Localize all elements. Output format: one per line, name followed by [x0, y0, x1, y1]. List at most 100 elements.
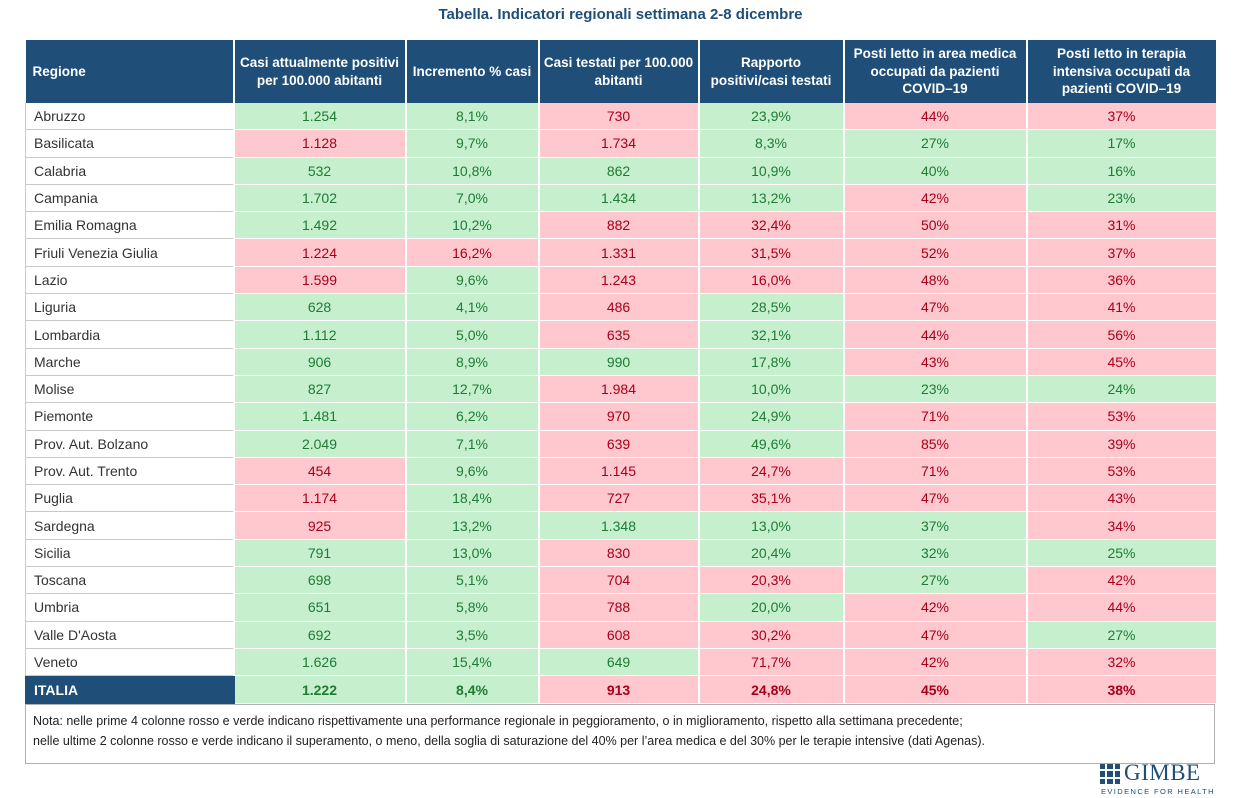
table-title: Tabella. Indicatori regionali settimana …: [438, 6, 803, 23]
indicator-cell: 52%: [843, 238, 1028, 267]
region-name: Sicilia: [25, 539, 235, 568]
table-row: Basilicata 1.128 9,7% 1.734 8,3% 27% 17%: [25, 129, 1216, 158]
indicator-cell: 1.492: [233, 211, 407, 240]
region-name: Valle D'Aosta: [25, 621, 235, 649]
table-row: Sardegna 925 13,2% 1.348 13,0% 37% 34%: [25, 511, 1216, 540]
indicator-cell: 37%: [1026, 238, 1216, 267]
indicator-cell: 698: [233, 566, 407, 595]
indicator-cell: 486: [538, 293, 700, 322]
table-row: Prov. Aut. Bolzano 2.049 7,1% 639 49,6% 85% 39…: [25, 430, 1216, 458]
indicator-cell: 608: [538, 621, 700, 649]
indicator-cell: 1.145: [538, 457, 700, 486]
region-name: Friuli Venezia Giulia: [25, 238, 235, 267]
region-name: Prov. Aut. Bolzano: [25, 430, 235, 458]
indicator-cell: 20,4%: [698, 539, 845, 568]
table-row: Liguria 628 4,1% 486 28,5% 47% 41%: [25, 293, 1216, 322]
footnote: Nota: nelle prime 4 colonne rosso e verd…: [25, 704, 1215, 764]
indicator-cell: 43%: [843, 348, 1028, 376]
indicator-cell: 704: [538, 566, 700, 595]
indicator-cell: 35,1%: [698, 484, 845, 513]
column-header-tested-cases: Casi testati per 100.000 abitanti: [538, 40, 700, 103]
indicators-table: Regione Casi attualmente positivi per 10…: [25, 40, 1216, 705]
indicator-cell: 1.224: [233, 238, 407, 267]
region-name: ITALIA: [25, 675, 235, 705]
indicator-cell: 15,4%: [405, 648, 540, 677]
table-row: Lazio 1.599 9,6% 1.243 16,0% 48% 36%: [25, 266, 1216, 295]
indicator-cell: 1.434: [538, 184, 700, 213]
total-row: ITALIA 1.222 8,4% 913 24,8% 45% 38%: [25, 675, 1216, 705]
indicator-cell: 830: [538, 539, 700, 568]
indicator-cell: 730: [538, 103, 700, 131]
indicator-cell: 20,3%: [698, 566, 845, 595]
indicator-cell: 827: [233, 375, 407, 404]
indicator-cell: 8,4%: [405, 675, 540, 705]
indicator-cell: 27%: [843, 129, 1028, 158]
indicator-cell: 42%: [843, 648, 1028, 677]
indicator-cell: 37%: [1026, 103, 1216, 131]
gimbe-logo-icon: [1100, 764, 1120, 784]
indicator-cell: 24,7%: [698, 457, 845, 486]
indicator-cell: 1.243: [538, 266, 700, 295]
indicator-cell: 906: [233, 348, 407, 376]
indicator-cell: 13,0%: [698, 511, 845, 540]
indicators-table-wrapper: Regione Casi attualmente positivi per 10…: [25, 40, 1216, 705]
indicator-cell: 42%: [843, 593, 1028, 622]
indicator-cell: 16,0%: [698, 266, 845, 295]
indicator-cell: 53%: [1026, 402, 1216, 431]
column-header-case-increase: Incremento % casi: [405, 40, 540, 103]
indicator-cell: 47%: [843, 484, 1028, 513]
indicator-cell: 18,4%: [405, 484, 540, 513]
indicator-cell: 13,2%: [698, 184, 845, 213]
table-row: Sicilia 791 13,0% 830 20,4% 32% 25%: [25, 539, 1216, 568]
table-row: Puglia 1.174 18,4% 727 35,1% 47% 43%: [25, 484, 1216, 513]
indicator-cell: 8,3%: [698, 129, 845, 158]
header-row: Regione Casi attualmente positivi per 10…: [25, 40, 1216, 103]
indicator-cell: 30,2%: [698, 621, 845, 649]
indicator-cell: 42%: [843, 184, 1028, 213]
indicator-cell: 43%: [1026, 484, 1216, 513]
table-row: Abruzzo 1.254 8,1% 730 23,9% 44% 37%: [25, 103, 1216, 131]
indicator-cell: 32%: [1026, 648, 1216, 677]
region-name: Molise: [25, 375, 235, 404]
indicator-cell: 925: [233, 511, 407, 540]
indicator-cell: 32,1%: [698, 320, 845, 349]
indicator-cell: 48%: [843, 266, 1028, 295]
region-name: Abruzzo: [25, 103, 235, 131]
table-row: Prov. Aut. Trento 454 9,6% 1.145 24,7% 71% 53%: [25, 457, 1216, 486]
indicator-cell: 1.112: [233, 320, 407, 349]
table-row: Umbria 651 5,8% 788 20,0% 42% 44%: [25, 593, 1216, 622]
indicator-cell: 10,9%: [698, 157, 845, 185]
table-row: Lombardia 1.112 5,0% 635 32,1% 44% 56%: [25, 320, 1216, 349]
column-header-region: Regione: [25, 40, 235, 103]
region-name: Campania: [25, 184, 235, 213]
indicator-cell: 49,6%: [698, 430, 845, 458]
indicator-cell: 2.049: [233, 430, 407, 458]
indicator-cell: 9,7%: [405, 129, 540, 158]
indicator-cell: 454: [233, 457, 407, 486]
indicator-cell: 45%: [1026, 348, 1216, 376]
indicator-cell: 10,8%: [405, 157, 540, 185]
indicator-cell: 1.331: [538, 238, 700, 267]
indicator-cell: 20,0%: [698, 593, 845, 622]
indicator-cell: 970: [538, 402, 700, 431]
indicator-cell: 41%: [1026, 293, 1216, 322]
indicator-cell: 23%: [1026, 184, 1216, 213]
indicator-cell: 913: [538, 675, 700, 705]
table-row: Friuli Venezia Giulia 1.224 16,2% 1.331 31,5…: [25, 238, 1216, 267]
indicator-cell: 1.626: [233, 648, 407, 677]
indicator-cell: 44%: [1026, 593, 1216, 622]
indicator-cell: 6,2%: [405, 402, 540, 431]
indicator-cell: 9,6%: [405, 266, 540, 295]
indicator-cell: 1.984: [538, 375, 700, 404]
region-name: Basilicata: [25, 129, 235, 158]
indicator-cell: 1.599: [233, 266, 407, 295]
indicator-cell: 32%: [843, 539, 1028, 568]
indicator-cell: 24,9%: [698, 402, 845, 431]
indicator-cell: 31,5%: [698, 238, 845, 267]
indicator-cell: 85%: [843, 430, 1028, 458]
indicator-cell: 532: [233, 157, 407, 185]
indicator-cell: 71%: [843, 402, 1028, 431]
indicator-cell: 1.481: [233, 402, 407, 431]
table-row: Toscana 698 5,1% 704 20,3% 27% 42%: [25, 566, 1216, 595]
indicator-cell: 5,8%: [405, 593, 540, 622]
